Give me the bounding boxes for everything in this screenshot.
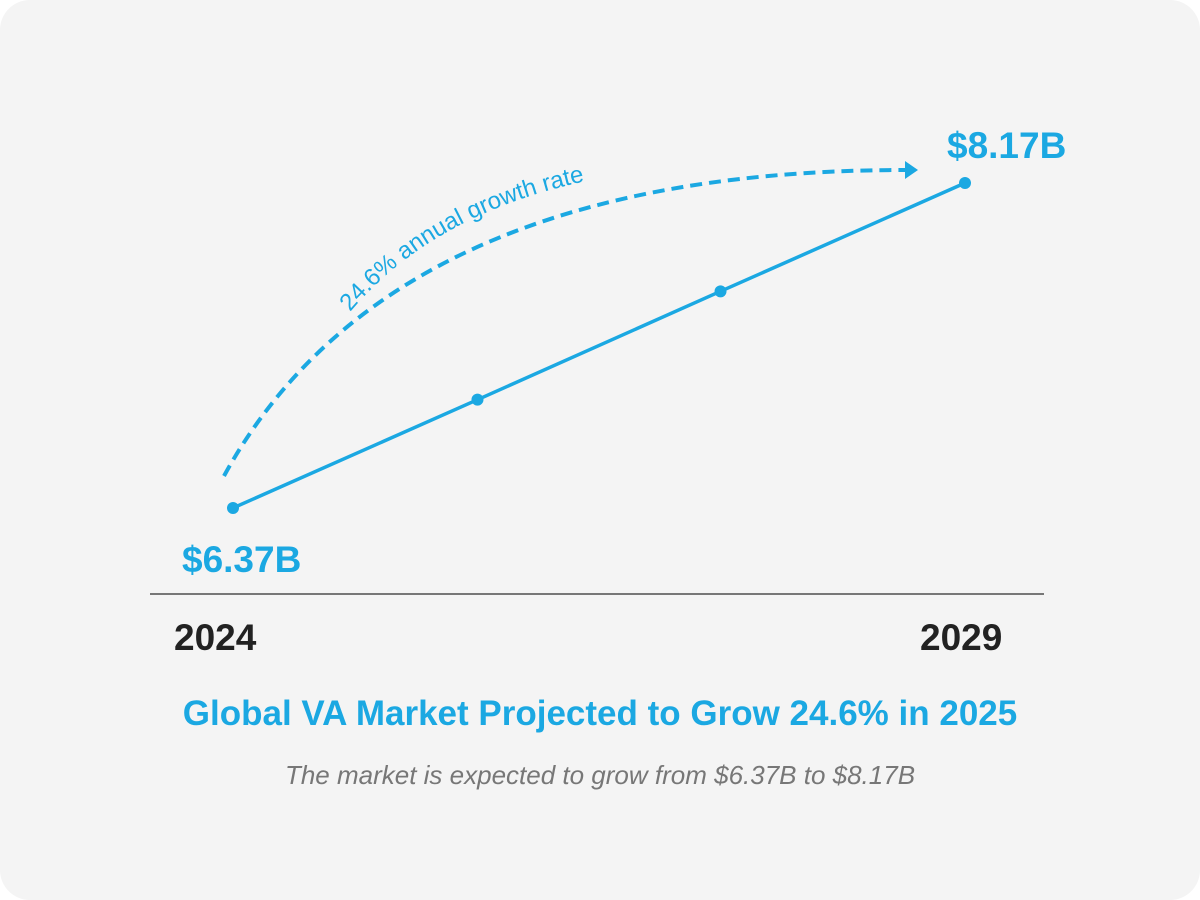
growth-arrow-head <box>905 161 918 179</box>
data-point-3 <box>959 177 971 189</box>
x-tick-2024: 2024 <box>174 617 257 658</box>
series-line <box>232 181 966 510</box>
chart-title: Global VA Market Projected to Grow 24.6%… <box>182 694 1018 733</box>
chart-subtitle: The market is expected to grow from $6.3… <box>284 760 916 790</box>
data-label-end: $8.17B <box>947 125 1066 166</box>
data-point-2 <box>714 285 727 298</box>
growth-annotation: 24.6% annual growth rate <box>334 161 586 316</box>
data-point-0 <box>227 502 239 514</box>
growth-arrow-curve <box>222 168 906 477</box>
data-point-1 <box>471 393 484 406</box>
data-label-start: $6.37B <box>182 539 301 580</box>
x-tick-2029: 2029 <box>920 617 1002 658</box>
